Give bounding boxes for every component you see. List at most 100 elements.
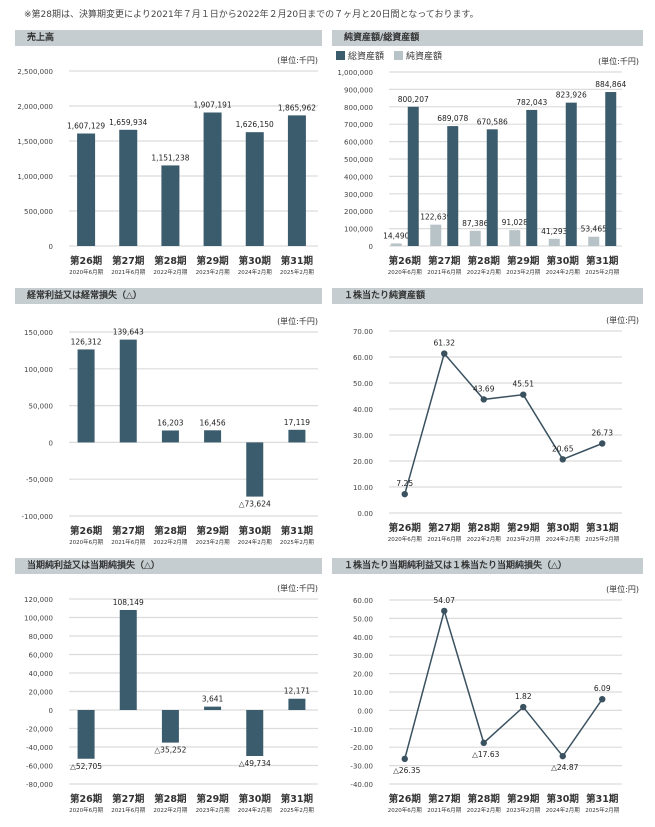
category-label: 第26期	[70, 793, 102, 805]
y-tick-label: 80,000	[29, 633, 54, 641]
data-label: 26.73	[592, 429, 614, 438]
category-label: 第31期	[281, 525, 313, 537]
bar	[77, 710, 95, 759]
data-label: 126,312	[71, 337, 102, 346]
chart-header-bps: １株当たり純資産額	[332, 288, 643, 304]
legend-label: 総資産額	[348, 52, 385, 62]
category-sublabel: 2024年2月期	[546, 806, 580, 814]
data-label: 43.69	[473, 384, 495, 393]
bar	[203, 112, 222, 246]
category-sublabel: 2023年2月期	[506, 806, 540, 814]
y-tick-label: 20,000	[29, 689, 54, 697]
bar	[77, 349, 95, 443]
y-tick-label: 40.00	[353, 406, 373, 414]
bar	[246, 442, 264, 497]
legend-item-net-assets: 純資産額	[394, 49, 442, 62]
y-tick-label: 10.00	[353, 689, 373, 697]
data-label: 41,293	[541, 227, 567, 236]
category-sublabel: 2024年2月期	[546, 268, 580, 276]
category-label: 第31期	[586, 522, 618, 534]
y-tick-label: 150,000	[24, 329, 53, 337]
y-tick-label: 0	[49, 439, 53, 447]
data-point	[401, 490, 408, 498]
chart-header-sales: 売上高	[15, 30, 322, 46]
data-label: 12,171	[284, 687, 310, 696]
bar	[288, 698, 306, 710]
data-label: 53,465	[581, 225, 607, 234]
y-tick-label: 40.00	[353, 634, 373, 642]
bar	[161, 710, 179, 743]
y-tick-label: 0	[369, 243, 373, 251]
y-tick-label: 30.00	[353, 652, 373, 660]
category-sublabel: 2025年2月期	[585, 268, 619, 276]
y-tick-label: 120,000	[24, 596, 53, 604]
category-sublabel: 2024年2月期	[238, 806, 272, 814]
category-sublabel: 2020年6月期	[388, 535, 422, 543]
unit-label: (単位:円)	[606, 315, 639, 325]
data-label: 14,490	[383, 231, 409, 240]
data-point	[599, 440, 606, 447]
chart-header-ordinary-income: 経常利益又は経常損失（△）	[15, 288, 322, 304]
category-sublabel: 2024年2月期	[238, 538, 272, 546]
category-sublabel: 2022年2月期	[153, 268, 187, 276]
chart-header-assets: 純資産額/総資産額	[332, 30, 643, 46]
bar	[119, 339, 137, 443]
unit-label: (単位:千円)	[598, 56, 639, 66]
legend-swatch-light	[394, 51, 404, 60]
category-label: 第27期	[428, 522, 460, 534]
bar	[161, 165, 180, 246]
bar	[204, 430, 222, 443]
bar	[77, 133, 96, 246]
category-label: 第27期	[112, 793, 144, 805]
category-sublabel: 2021年6月期	[111, 806, 145, 814]
data-label: 1,907,191	[193, 100, 231, 109]
data-point	[401, 755, 408, 763]
sales-chart: 0 500,000 1,000,000 1,500,000 2,000,000 2,500…	[17, 55, 318, 276]
category-label: 第27期	[428, 255, 460, 267]
legend-label: 純資産額	[406, 52, 443, 62]
y-tick-label: 300,000	[344, 191, 373, 199]
data-label: 91,028	[502, 218, 528, 227]
data-label: 122,639	[420, 213, 451, 222]
data-point	[441, 607, 448, 615]
data-point	[520, 391, 527, 398]
y-tick-label: 0.00	[357, 707, 373, 715]
y-tick-label: -50,000	[26, 476, 53, 484]
y-tick-label: 0.00	[357, 510, 373, 518]
category-sublabel: 2021年6月期	[427, 535, 461, 543]
category-label: 第30期	[547, 255, 579, 267]
bar	[565, 102, 577, 246]
bar	[548, 238, 560, 246]
y-tick-label: 60.00	[353, 354, 373, 362]
bar	[119, 129, 138, 246]
category-label: 第29期	[507, 522, 539, 534]
category-label: 第26期	[389, 255, 421, 267]
category-sublabel: 2023年2月期	[506, 268, 540, 276]
bar	[204, 706, 222, 710]
y-tick-label: 30.00	[353, 432, 373, 440]
category-label: 第26期	[70, 525, 102, 537]
y-tick-label: 100,000	[344, 226, 373, 234]
bar	[245, 132, 264, 246]
data-label: 3,641	[202, 695, 224, 704]
bar	[486, 129, 498, 246]
eps-chart: -40.00 -30.00 -20.00 -10.00 0.00 10.00 20.00 30…	[350, 584, 639, 814]
category-label: 第27期	[112, 525, 144, 537]
category-sublabel: 2022年2月期	[467, 268, 501, 276]
y-tick-label: 100,000	[24, 615, 53, 623]
y-tick-label: -20.00	[350, 744, 373, 752]
unit-label: (単位:千円)	[277, 316, 318, 326]
data-point	[599, 695, 606, 703]
category-sublabel: 2025年2月期	[280, 538, 314, 546]
series-line	[404, 608, 603, 760]
chart-header-net-income: 当期純利益又は当期純損失（△）	[15, 558, 322, 574]
y-tick-label: -20,000	[26, 726, 53, 734]
legend-item-total-assets: 総資産額	[336, 49, 384, 62]
data-label: △52,705	[70, 762, 102, 771]
data-label: △73,624	[239, 500, 271, 509]
y-tick-label: 0	[49, 243, 53, 251]
unit-label: (単位:円)	[606, 584, 639, 594]
category-sublabel: 2025年2月期	[585, 806, 619, 814]
y-tick-label: 20.00	[353, 458, 373, 466]
y-tick-label: 50.00	[353, 615, 373, 623]
